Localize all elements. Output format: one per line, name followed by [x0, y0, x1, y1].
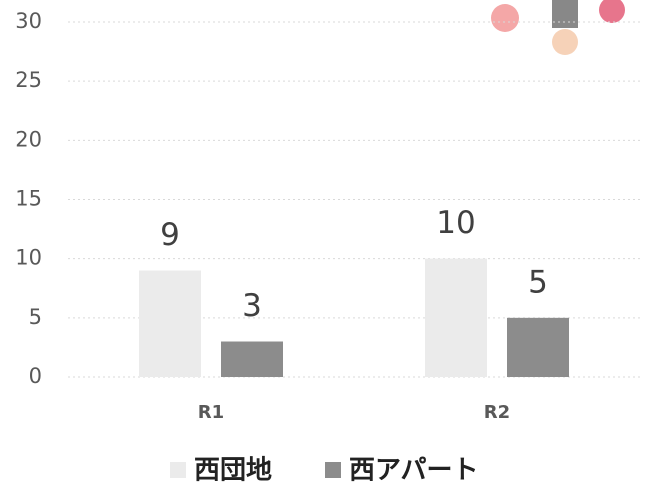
- value-label: 9: [160, 217, 180, 253]
- bar: [221, 341, 283, 377]
- y-tick-label: 0: [29, 364, 42, 388]
- bar: [425, 258, 487, 377]
- y-tick-label: 15: [15, 187, 42, 211]
- legend-swatch: [170, 462, 186, 478]
- x-tick-label: R2: [484, 402, 510, 423]
- decoration: [491, 0, 625, 55]
- legend-label: 西団地: [194, 456, 272, 486]
- y-tick-label: 20: [15, 127, 42, 151]
- legend-swatch: [325, 462, 341, 478]
- y-tick-label: 30: [15, 9, 42, 33]
- bar: [507, 317, 569, 377]
- value-label: 10: [436, 205, 475, 241]
- legend-label: 西アパート: [349, 456, 478, 486]
- value-label: 3: [242, 288, 262, 324]
- y-tick-label: 10: [15, 246, 42, 270]
- y-tick-label: 5: [29, 305, 42, 329]
- value-label: 5: [528, 264, 548, 300]
- y-tick-label: 25: [15, 68, 42, 92]
- x-tick-label: R1: [198, 402, 224, 423]
- bar: [139, 270, 201, 377]
